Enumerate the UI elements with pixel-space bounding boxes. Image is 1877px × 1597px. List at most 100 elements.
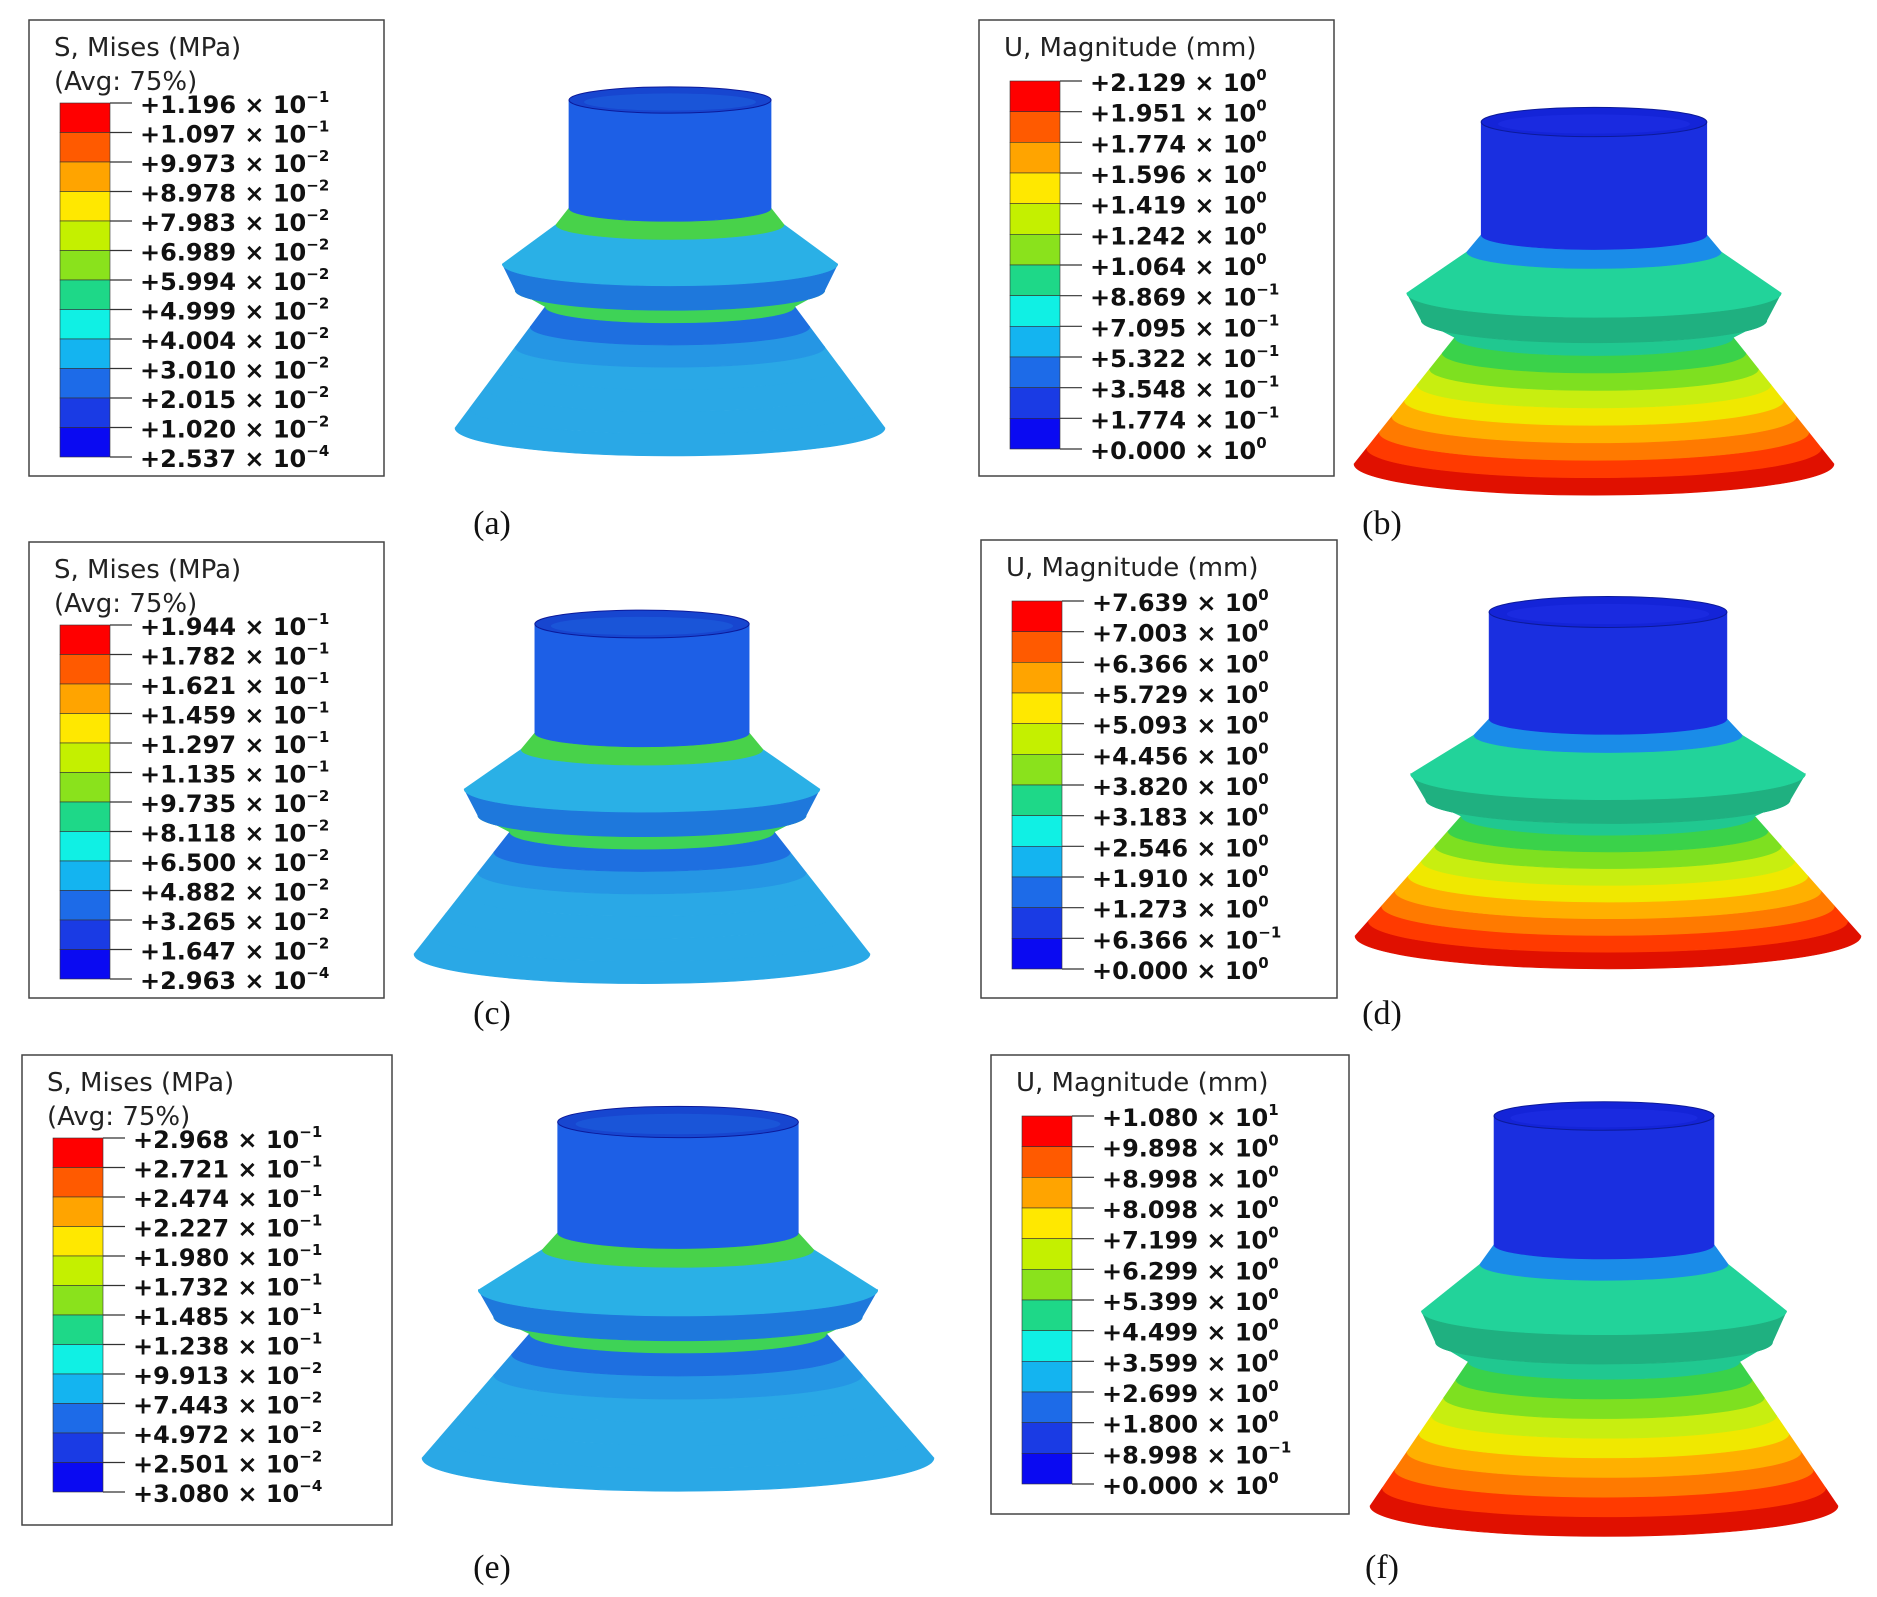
legend-swatch — [1009, 111, 1061, 143]
legend-label-exponent: 0 — [1258, 739, 1268, 757]
legend-swatch — [52, 1226, 104, 1257]
legend-label: +4.456 × 100 — [1092, 739, 1269, 771]
legend-title: U, Magnitude (mm) — [1016, 1068, 1269, 1098]
legend-swatch — [59, 102, 111, 133]
legend-swatch — [1011, 631, 1063, 663]
legend-label-mantissa: +9.973 × 10 — [140, 150, 306, 178]
legend-label-exponent: −1 — [299, 1182, 322, 1200]
legend-swatch — [59, 309, 111, 340]
legend-label: +2.501 × 10−2 — [133, 1447, 322, 1479]
legend-label-mantissa: +1.459 × 10 — [140, 702, 306, 730]
panel-caption: (c) — [473, 995, 511, 1032]
legend-label: +8.978 × 10−2 — [140, 176, 329, 208]
legend-label-mantissa: +5.994 × 10 — [140, 268, 306, 296]
legend-label: +1.064 × 100 — [1090, 250, 1267, 282]
legend-label-exponent: 0 — [1258, 647, 1268, 665]
legend-swatch — [52, 1432, 104, 1463]
legend-swatch — [1009, 203, 1061, 235]
legend-label-mantissa: +8.869 × 10 — [1090, 284, 1256, 312]
deformed-model — [1369, 1101, 1839, 1537]
legend-swatch — [59, 801, 111, 832]
legend-label-exponent: −1 — [306, 610, 329, 628]
panel-caption: (e) — [473, 1549, 511, 1586]
legend-swatch — [1021, 1238, 1073, 1270]
legend-swatch — [59, 250, 111, 281]
legend-swatch — [1009, 326, 1061, 358]
legend-label: +5.994 × 10−2 — [140, 265, 329, 297]
legend-swatch — [59, 860, 111, 891]
legend-label: +1.485 × 10−1 — [133, 1300, 322, 1332]
legend-label: +1.135 × 10−1 — [140, 757, 329, 789]
legend-label: +6.299 × 100 — [1102, 1254, 1279, 1286]
legend-label: +0.000 × 100 — [1090, 434, 1267, 466]
legend-label: +1.944 × 10−1 — [140, 610, 329, 642]
legend-label-mantissa: +3.265 × 10 — [140, 908, 306, 936]
legend-label-mantissa: +5.322 × 10 — [1090, 345, 1256, 373]
legend-label: +1.196 × 10−1 — [140, 88, 329, 120]
legend-swatch — [59, 949, 111, 980]
legend-label: +3.010 × 10−2 — [140, 353, 329, 385]
legend-label: +4.004 × 10−2 — [140, 324, 329, 356]
legend-label-mantissa: +1.774 × 10 — [1090, 406, 1256, 434]
legend-swatch — [59, 772, 111, 803]
legend-label-mantissa: +2.227 × 10 — [133, 1215, 299, 1243]
legend-label-exponent: −2 — [306, 265, 329, 283]
legend-label-mantissa: +8.978 × 10 — [140, 180, 306, 208]
legend-label-exponent: 0 — [1268, 1469, 1278, 1487]
legend-label-exponent: −2 — [306, 846, 329, 864]
legend-label-exponent: −1 — [306, 728, 329, 746]
legend-label-exponent: −1 — [306, 669, 329, 687]
legend-label-mantissa: +1.732 × 10 — [133, 1274, 299, 1302]
deformed-model — [454, 86, 886, 457]
legend-label-mantissa: +1.242 × 10 — [1090, 222, 1256, 250]
legend-swatch — [59, 713, 111, 744]
legend-label-exponent: 0 — [1258, 892, 1268, 910]
legend-label-mantissa: +8.098 × 10 — [1102, 1196, 1268, 1224]
panel-caption: (b) — [1362, 505, 1402, 542]
legend-label-mantissa: +7.003 × 10 — [1092, 620, 1258, 648]
legend-swatch — [1009, 356, 1061, 388]
legend-label: +3.599 × 100 — [1102, 1346, 1279, 1378]
legend-label-mantissa: +1.596 × 10 — [1090, 161, 1256, 189]
legend-label-mantissa: +1.910 × 10 — [1092, 865, 1258, 893]
legend-label: +1.647 × 10−2 — [140, 934, 329, 966]
legend-swatch — [1021, 1115, 1073, 1147]
legend-label-mantissa: +3.820 × 10 — [1092, 773, 1258, 801]
surface-band — [557, 1121, 799, 1249]
legend-label-exponent: −1 — [306, 117, 329, 135]
legend-label: +9.973 × 10−2 — [140, 147, 329, 179]
legend-label-exponent: −2 — [306, 147, 329, 165]
legend-label: +2.546 × 100 — [1092, 831, 1269, 863]
legend-swatch — [52, 1314, 104, 1345]
legend-label: +3.183 × 100 — [1092, 800, 1269, 832]
legend-label: +1.800 × 100 — [1102, 1407, 1279, 1439]
legend-label: +8.118 × 10−2 — [140, 816, 329, 848]
legend-label: +1.774 × 100 — [1090, 127, 1267, 159]
legend-label-exponent: −2 — [306, 412, 329, 430]
legend-label: +2.474 × 10−1 — [133, 1182, 322, 1214]
legend-label-exponent: 0 — [1256, 96, 1266, 114]
legend-label-mantissa: +1.621 × 10 — [140, 672, 306, 700]
legend-label-mantissa: +5.093 × 10 — [1092, 712, 1258, 740]
legend-swatch — [59, 161, 111, 192]
legend-label-mantissa: +7.983 × 10 — [140, 209, 306, 237]
legend-label-mantissa: +5.399 × 10 — [1102, 1288, 1268, 1316]
surface-band — [534, 623, 750, 748]
legend-label-exponent: −1 — [1256, 311, 1279, 329]
legend-label-exponent: −2 — [306, 235, 329, 253]
legend-label-exponent: −2 — [306, 875, 329, 893]
top-hole — [584, 93, 756, 111]
legend-label-exponent: −2 — [306, 934, 329, 952]
legend-label-mantissa: +9.735 × 10 — [140, 790, 306, 818]
legend-label-exponent: −1 — [306, 757, 329, 775]
legend-label-exponent: −1 — [299, 1270, 322, 1288]
legend-swatch — [1011, 938, 1063, 970]
legend-label-exponent: −2 — [306, 383, 329, 401]
panel-caption: (a) — [473, 505, 511, 542]
legend-label-exponent: −1 — [1268, 1438, 1291, 1456]
legend-swatch — [59, 279, 111, 310]
legend-swatch — [1021, 1361, 1073, 1393]
legend-swatch — [59, 338, 111, 369]
